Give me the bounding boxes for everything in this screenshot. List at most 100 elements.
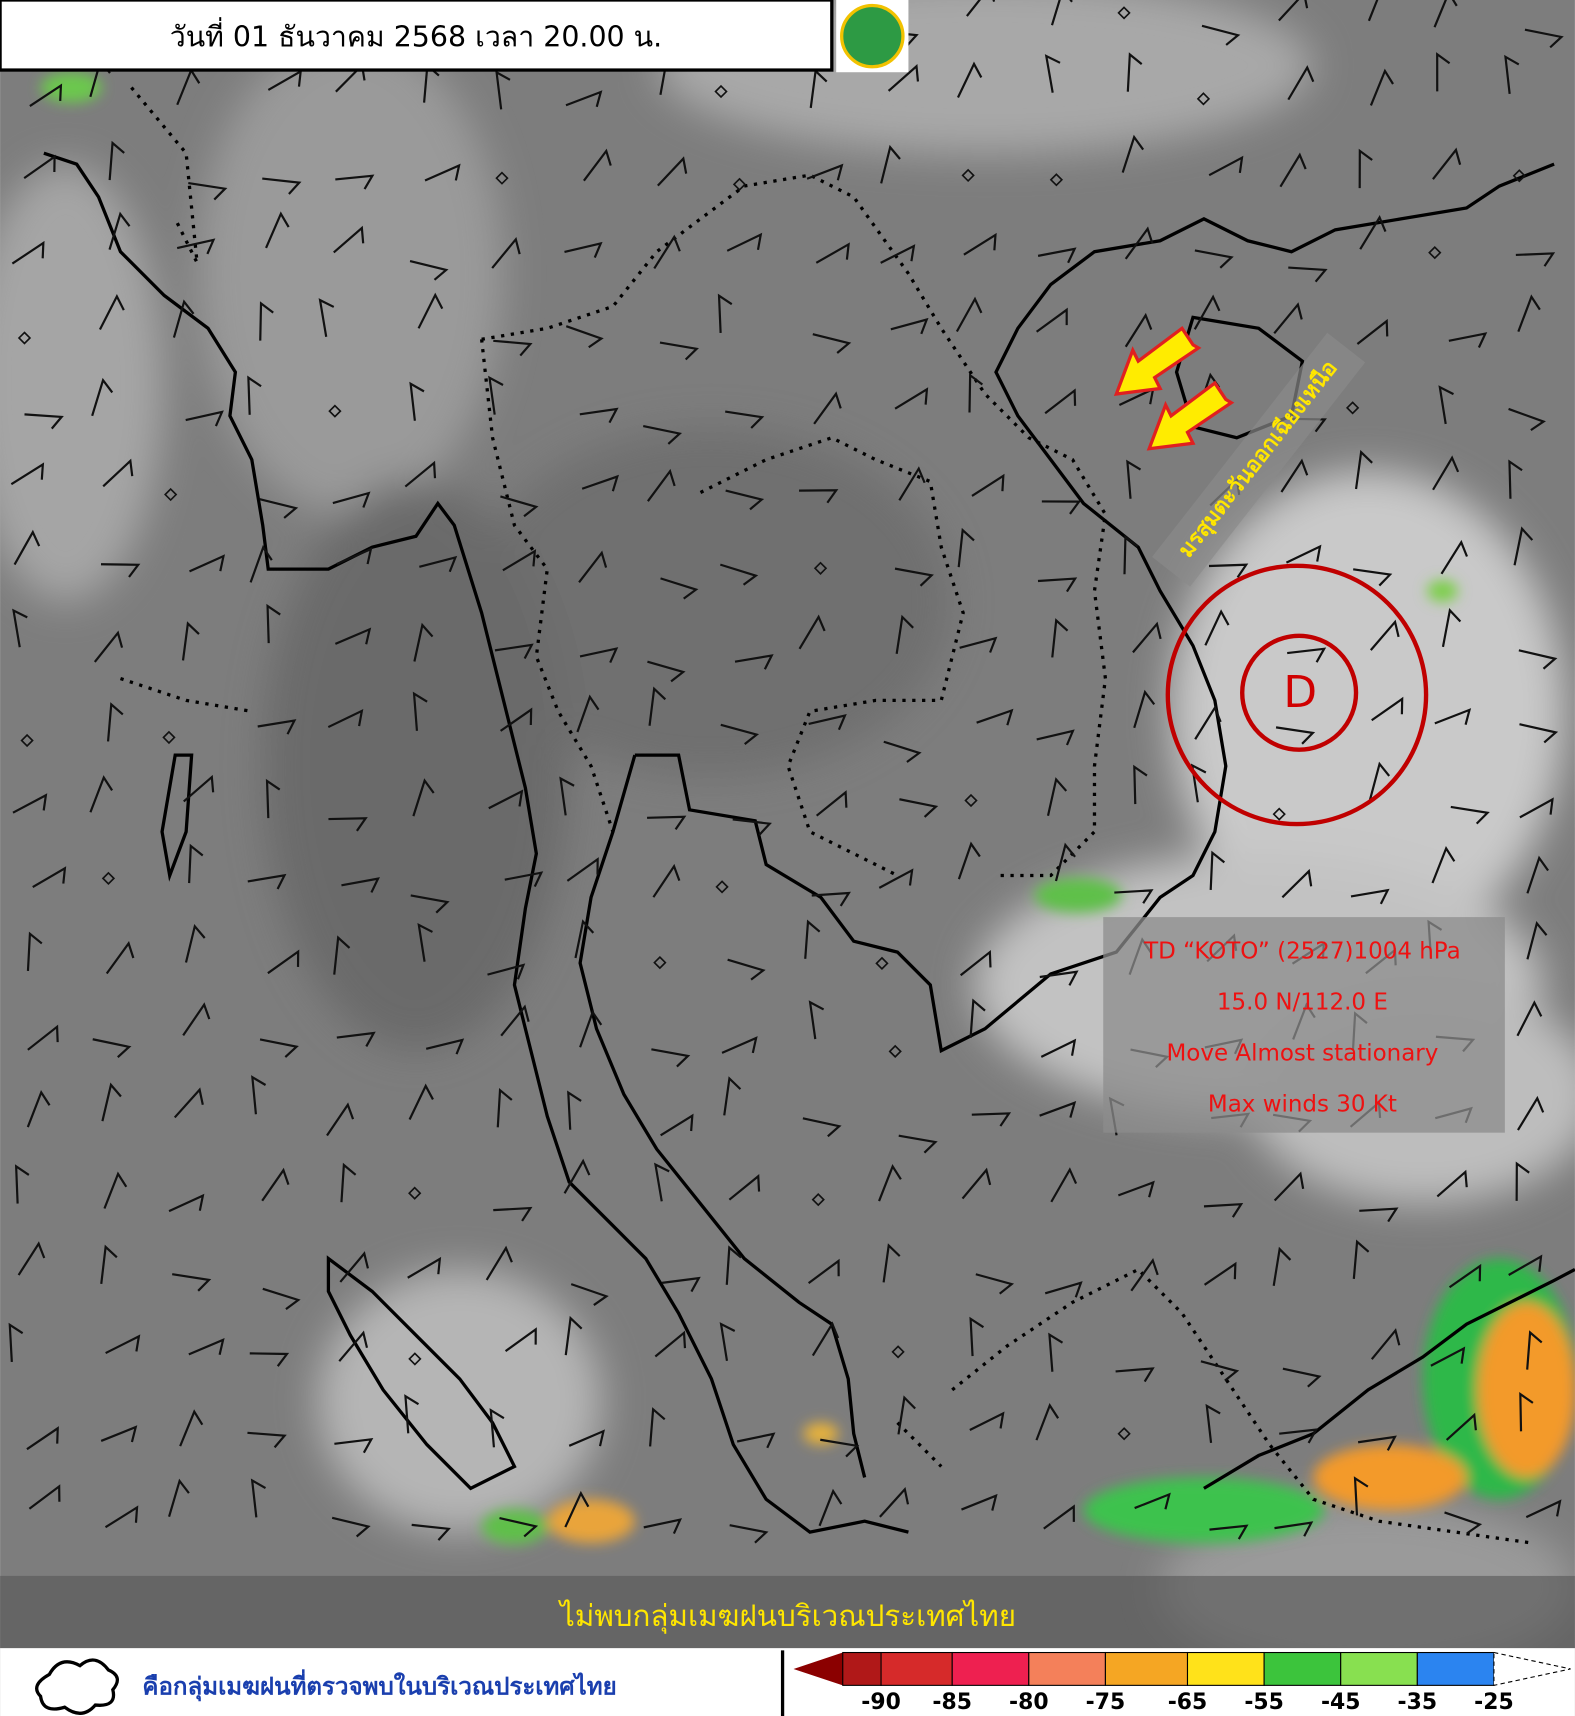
wind-barb xyxy=(969,998,986,1038)
wind-barb xyxy=(262,177,302,195)
wind-barb xyxy=(332,491,371,508)
wind-barb xyxy=(188,843,204,884)
wind-barb xyxy=(1357,1435,1397,1451)
calm-marker xyxy=(1117,1427,1131,1441)
wind-barb xyxy=(104,1505,139,1529)
wind-barb xyxy=(1436,1169,1468,1198)
header-box xyxy=(0,0,834,72)
wind-barb xyxy=(1124,226,1154,260)
wind-barb xyxy=(407,1256,442,1279)
wind-barb xyxy=(1124,312,1153,348)
wind-barb xyxy=(98,294,125,331)
wind-barb xyxy=(1204,609,1230,646)
scale-segment xyxy=(1263,1651,1342,1686)
wind-barb xyxy=(1281,868,1313,899)
wind-barb xyxy=(504,1327,537,1353)
wind-barb xyxy=(1436,52,1451,92)
wind-barb xyxy=(326,1102,355,1137)
wind-barb xyxy=(184,923,206,963)
wind-barb xyxy=(971,1112,1012,1127)
wind-barb xyxy=(1285,544,1322,564)
wind-barb xyxy=(172,299,195,338)
wind-barb xyxy=(17,1241,46,1276)
wind-barb xyxy=(727,958,766,981)
scale-arrow-left xyxy=(793,1652,843,1686)
wind-barb xyxy=(100,563,141,578)
wind-barb xyxy=(564,1315,583,1356)
scale-tick-label: -45 xyxy=(1321,1690,1361,1715)
wind-barb xyxy=(328,817,368,832)
wind-barb xyxy=(957,527,975,568)
wind-barb xyxy=(335,174,375,190)
wind-barb xyxy=(101,1082,122,1122)
wind-barb xyxy=(108,211,131,250)
wind-barb xyxy=(1504,54,1520,94)
wind-barb xyxy=(894,387,929,410)
wind-barb xyxy=(1288,266,1328,283)
scale-tick-label: -65 xyxy=(1168,1690,1208,1715)
wind-barb xyxy=(412,691,428,731)
wind-barb xyxy=(29,83,63,108)
wind-barb xyxy=(1035,307,1068,333)
wind-barb xyxy=(574,919,595,959)
wind-barb xyxy=(267,949,300,975)
wind-barb xyxy=(1279,1428,1319,1444)
scale-segment xyxy=(1340,1651,1418,1686)
wind-barb xyxy=(799,489,839,504)
scale-tick-label: -35 xyxy=(1398,1690,1438,1715)
calm-marker xyxy=(653,955,667,970)
wind-barb xyxy=(494,643,534,660)
wind-barb xyxy=(261,1167,290,1202)
wind-barb xyxy=(1193,294,1221,330)
wind-barb xyxy=(736,1432,776,1449)
wind-barb xyxy=(895,614,914,654)
wind-barb xyxy=(1508,1254,1543,1276)
wind-barb xyxy=(404,1394,420,1434)
wind-barb xyxy=(410,894,450,914)
wind-barb xyxy=(318,298,335,337)
wind-barb xyxy=(811,891,851,907)
wind-barb xyxy=(1044,1281,1083,1298)
wind-barb xyxy=(8,1322,24,1363)
wind-barb xyxy=(247,375,262,415)
wind-barb xyxy=(417,292,444,329)
wind-barb xyxy=(1130,1257,1159,1292)
logo xyxy=(840,3,905,69)
storm-info-line: 15.0 N/112.0 E xyxy=(1217,990,1388,1016)
wind-barb xyxy=(880,144,901,184)
wind-barb xyxy=(732,818,772,836)
wind-barb xyxy=(10,462,45,486)
wind-barb xyxy=(559,776,575,816)
wind-barb xyxy=(183,774,215,803)
wind-barb xyxy=(652,863,681,898)
wind-barb xyxy=(583,148,612,182)
wind-barb xyxy=(806,163,844,181)
wind-barb xyxy=(173,1087,204,1119)
wind-barb xyxy=(969,1411,1005,1431)
low-pressure-circles xyxy=(1165,563,1429,827)
scale-tick-label: -90 xyxy=(861,1690,901,1715)
wind-barb xyxy=(334,1437,374,1454)
wind-barb xyxy=(657,156,688,187)
wind-barb xyxy=(419,555,458,573)
wind-barb xyxy=(500,1004,530,1037)
wind-barb xyxy=(1035,1403,1060,1441)
monsoon-label-bg xyxy=(1152,332,1366,587)
calm-marker xyxy=(20,733,34,748)
wind-barb xyxy=(189,554,225,573)
wind-barb xyxy=(1200,1360,1240,1382)
wind-barb xyxy=(249,1352,290,1367)
wind-barb xyxy=(959,949,992,977)
wind-barb xyxy=(100,1425,138,1443)
wind-barb xyxy=(91,377,114,417)
wind-barb xyxy=(971,473,1005,497)
scale-segment xyxy=(951,1651,1030,1686)
calm-marker xyxy=(1345,401,1360,415)
calm-marker xyxy=(408,1352,422,1366)
wind-barb xyxy=(808,1000,825,1040)
wind-barb xyxy=(798,614,826,650)
wind-barb xyxy=(1526,920,1548,960)
wind-barb xyxy=(1287,65,1315,101)
wind-barb xyxy=(563,1158,591,1194)
wind-barb xyxy=(1508,459,1523,499)
